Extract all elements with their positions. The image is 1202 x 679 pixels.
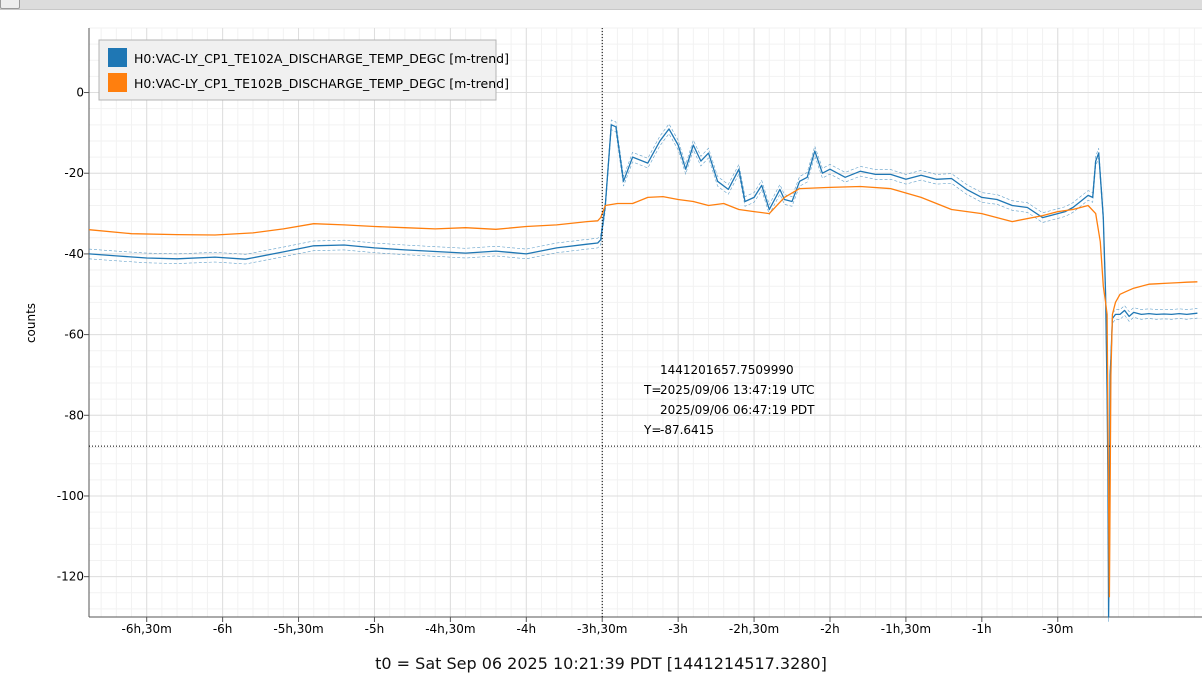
series-max-te102a (88, 119, 1198, 613)
x-tick-label: -1h (972, 622, 992, 636)
x-tick-label: -2h (820, 622, 840, 636)
x-tick-label: -5h,30m (273, 622, 323, 636)
y-tick-label: -80 (64, 408, 84, 422)
window-titlebar (0, 0, 1202, 10)
series-min-te102a (88, 129, 1198, 622)
cursor-pdt-label: 2025/09/06 06:47:19 PDT (660, 403, 815, 417)
cursor-y-prefix: Y= (643, 423, 661, 437)
y-tick-label: -100 (57, 489, 84, 503)
legend-label-te102b: H0:VAC-LY_CP1_TE102B_DISCHARGE_TEMP_DEGC… (134, 76, 509, 91)
x-tick-label: -6h (213, 622, 233, 636)
series-line-te102b (88, 185, 1198, 598)
cursor-y-value: -87.6415 (660, 423, 714, 437)
cursor-utc-label: 2025/09/06 13:47:19 UTC (660, 383, 814, 397)
x-tick-label: -5h (365, 622, 385, 636)
legend-label-te102a: H0:VAC-LY_CP1_TE102A_DISCHARGE_TEMP_DEGC… (134, 51, 509, 66)
y-tick-label: -20 (64, 166, 84, 180)
axes: 0 -20 -40 -60 -80 -100 -120 -6h,30m -6h -5h,30m -5… (57, 28, 1202, 636)
x-tick-label: -30m (1042, 622, 1073, 636)
cursor-t-prefix: T= (643, 383, 661, 397)
y-tick-label: -120 (57, 570, 84, 584)
x-tick-label: -3h,30m (577, 622, 627, 636)
y-tick-label: 0 (76, 86, 84, 100)
grid (89, 27, 1202, 617)
legend-swatch-te102a (108, 48, 127, 67)
x-tick-label: -3h (668, 622, 688, 636)
legend-box (98, 39, 497, 101)
y-tick-label: -60 (64, 328, 84, 342)
series-layer (88, 119, 1198, 622)
x-tick-label: -6h,30m (122, 622, 172, 636)
x-tick-label: -2h,30m (729, 622, 779, 636)
legend[interactable]: H0:VAC-LY_CP1_TE102A_DISCHARGE_TEMP_DEGC… (98, 39, 509, 101)
window-menu-button[interactable] (0, 0, 20, 9)
legend-swatch-te102b (108, 73, 127, 92)
x-tick-label: -4h,30m (425, 622, 475, 636)
x-axis-title: t0 = Sat Sep 06 2025 10:21:39 PDT [14412… (375, 654, 827, 673)
y-axis-title: counts (24, 303, 38, 343)
y-tick-label: -40 (64, 247, 84, 261)
crosshair-cursor[interactable]: 1441201657.7509990 T= 2025/09/06 13:47:1… (89, 28, 1202, 617)
x-tick-label: -4h (517, 622, 537, 636)
cursor-gps-label: 1441201657.7509990 (660, 363, 794, 377)
x-tick-label: -1h,30m (881, 622, 931, 636)
